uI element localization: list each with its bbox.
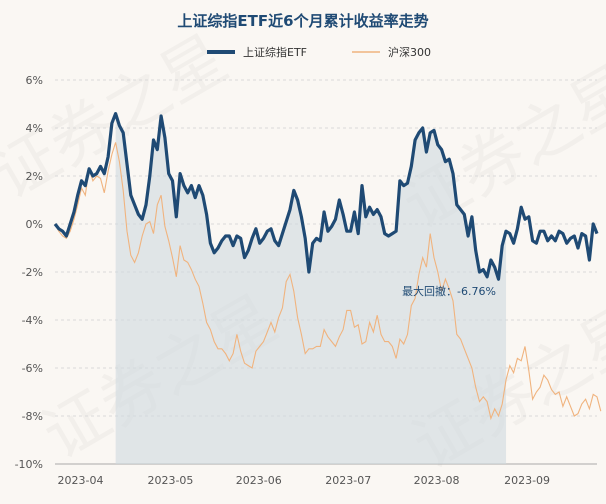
series-line-etf xyxy=(53,112,599,281)
series-line-hs300 xyxy=(54,142,602,421)
x-tick-label: 2023-09 xyxy=(504,474,550,487)
x-axis: 2023-04 2023-05 2023-06 2023-07 2023-08 2023-… xyxy=(55,463,597,487)
y-axis: 6% 4% 2% 0% -2% -4% -6% -8% -10% xyxy=(15,74,43,471)
y-tick-label: 0% xyxy=(26,218,43,231)
legend-label-hs300: 沪深300 xyxy=(388,45,431,59)
max-drawdown-label: 最大回撤：-6.76% xyxy=(402,284,496,298)
x-tick-label: 2023-05 xyxy=(147,474,193,487)
x-tick-label: 2023-08 xyxy=(414,474,460,487)
x-tick-label: 2023-06 xyxy=(236,474,282,487)
chart-title: 上证综指ETF近6个月累计收益率走势 xyxy=(177,12,428,30)
legend-label-etf: 上证综指ETF xyxy=(243,45,307,59)
y-tick-label: 2% xyxy=(26,170,43,183)
y-tick-label: -8% xyxy=(22,410,43,423)
y-tick-label: -4% xyxy=(22,314,43,327)
legend: 上证综指ETF 沪深300 xyxy=(207,45,431,59)
x-tick-label: 2023-04 xyxy=(57,474,103,487)
series-group xyxy=(53,112,602,464)
y-tick-label: 6% xyxy=(26,74,43,87)
y-tick-label: 4% xyxy=(26,122,43,135)
y-tick-label: -6% xyxy=(22,362,43,375)
y-tick-label: -10% xyxy=(15,458,43,471)
max-drawdown-area xyxy=(115,113,507,464)
y-tick-label: -2% xyxy=(22,266,43,279)
x-tick-label: 2023-07 xyxy=(325,474,371,487)
